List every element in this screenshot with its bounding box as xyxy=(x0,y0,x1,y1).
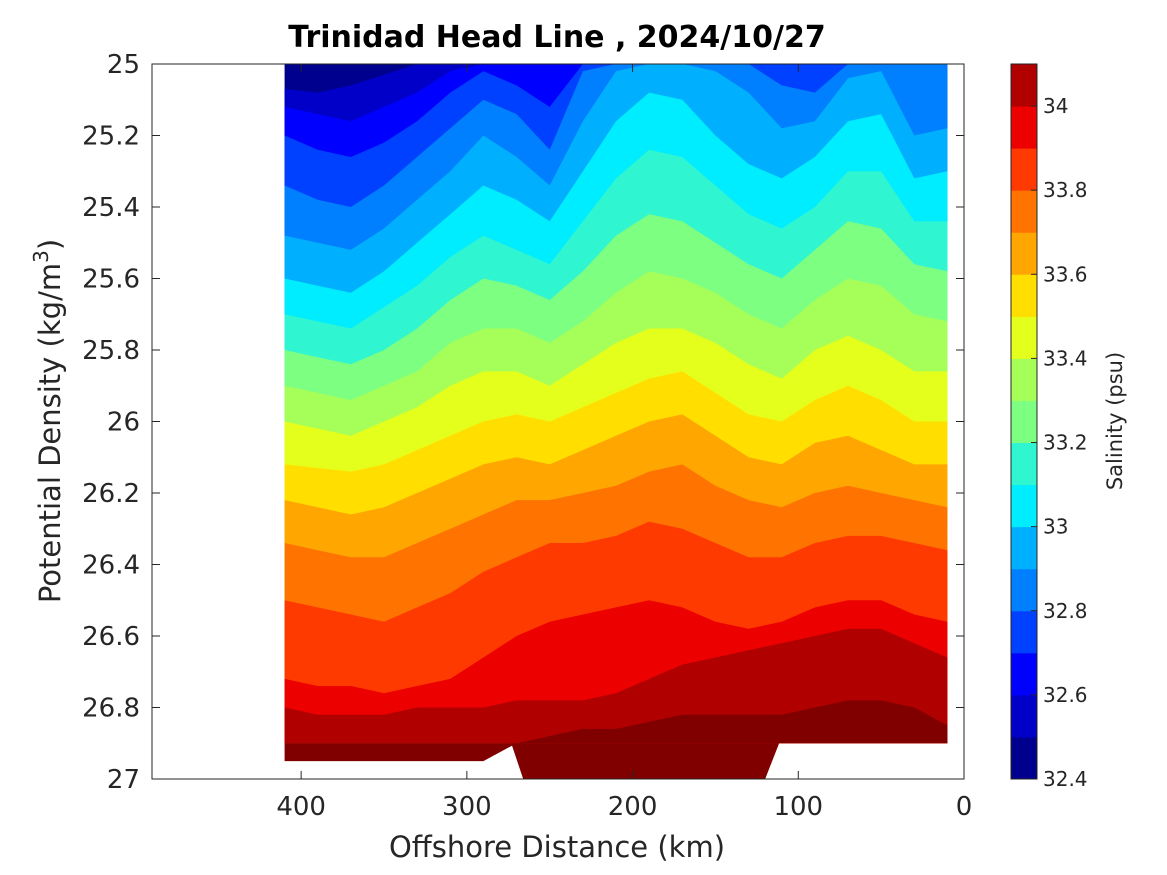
colorbar-tick-label-5: 33.4 xyxy=(1043,346,1088,370)
colorbar-segment-4 xyxy=(1011,568,1037,612)
y-axis-label: Potential Density (kg/m3) xyxy=(29,239,67,603)
x-tick-label-2: 200 xyxy=(608,792,658,822)
y-tick-label-0: 25 xyxy=(107,50,140,80)
colorbar-frame xyxy=(1010,63,1038,780)
colorbar-tick-label-0: 32.4 xyxy=(1043,767,1088,791)
chart-title: Trinidad Head Line , 2024/10/27 xyxy=(288,20,825,55)
contour-fill-group xyxy=(284,64,948,779)
colorbar-segment-6 xyxy=(1011,484,1037,528)
y-tick-label-5: 26 xyxy=(107,408,140,438)
colorbar-segment-7 xyxy=(1011,442,1037,486)
colorbar-segment-9 xyxy=(1011,358,1037,401)
y-tick-label-10: 27 xyxy=(107,765,140,795)
colorbar-tick-label-1: 32.6 xyxy=(1043,683,1088,707)
y-tick-label-2: 25.4 xyxy=(82,193,140,223)
x-axis-label: Offshore Distance (km) xyxy=(389,830,725,864)
colorbar-segment-1 xyxy=(1011,694,1037,738)
y-axis-label-main: Potential Density (kg/m xyxy=(33,263,67,603)
y-tick-label-6: 26.2 xyxy=(82,479,140,509)
colorbar-segment-15 xyxy=(1011,106,1037,149)
colorbar-segment-16 xyxy=(1011,64,1037,107)
colorbar-segment-13 xyxy=(1011,190,1037,233)
colorbar-tick-label-2: 32.8 xyxy=(1043,599,1088,623)
colorbar-segment-3 xyxy=(1011,610,1037,654)
x-axis: 400 300 200 100 0 xyxy=(276,64,972,822)
x-tick-label-3: 100 xyxy=(773,792,823,822)
y-tick-label-4: 25.8 xyxy=(82,336,140,366)
colorbar-label: Salinity (psu) xyxy=(1103,352,1127,490)
y-tick-label-9: 26.8 xyxy=(82,694,140,724)
y-tick-label-1: 25.2 xyxy=(82,122,140,152)
y-axis-label-close: ) xyxy=(33,239,67,250)
colorbar-segment-14 xyxy=(1011,148,1037,191)
colorbar-segment-0 xyxy=(1011,736,1037,780)
colorbar-tick-label-7: 33.8 xyxy=(1043,178,1088,202)
colorbar-tick-label-8: 34 xyxy=(1043,94,1068,118)
y-axis-label-superscript: 3 xyxy=(29,250,53,263)
y-axis: 25 25.2 25.4 25.6 25.8 26 26.2 26.4 26.6 26.8 27 xyxy=(82,50,964,795)
colorbar-segment-5 xyxy=(1011,526,1037,570)
y-tick-label-3: 25.6 xyxy=(82,265,140,295)
salinity-band-16 xyxy=(284,700,948,762)
colorbar-tick-label-4: 33.2 xyxy=(1043,431,1088,455)
y-tick-label-7: 26.4 xyxy=(82,551,140,581)
y-tick-label-8: 26.6 xyxy=(82,622,140,652)
colorbar-segment-2 xyxy=(1011,652,1037,696)
colorbar: 32.4 32.6 32.8 33 33.2 33.4 33.6 33.8 34 xyxy=(1010,63,1088,791)
colorbar-segment-10 xyxy=(1011,316,1037,359)
colorbar-segment-12 xyxy=(1011,232,1037,275)
colorbar-segment-11 xyxy=(1011,274,1037,317)
salinity-band-deep xyxy=(511,743,780,779)
x-tick-label-4: 0 xyxy=(956,792,973,822)
x-tick-label-1: 300 xyxy=(442,792,492,822)
colorbar-tick-label-6: 33.6 xyxy=(1043,262,1088,286)
colorbar-segment-8 xyxy=(1011,400,1037,444)
x-tick-label-0: 400 xyxy=(276,792,326,822)
colorbar-tick-label-3: 33 xyxy=(1043,515,1068,539)
salinity-band-15 xyxy=(284,628,948,744)
